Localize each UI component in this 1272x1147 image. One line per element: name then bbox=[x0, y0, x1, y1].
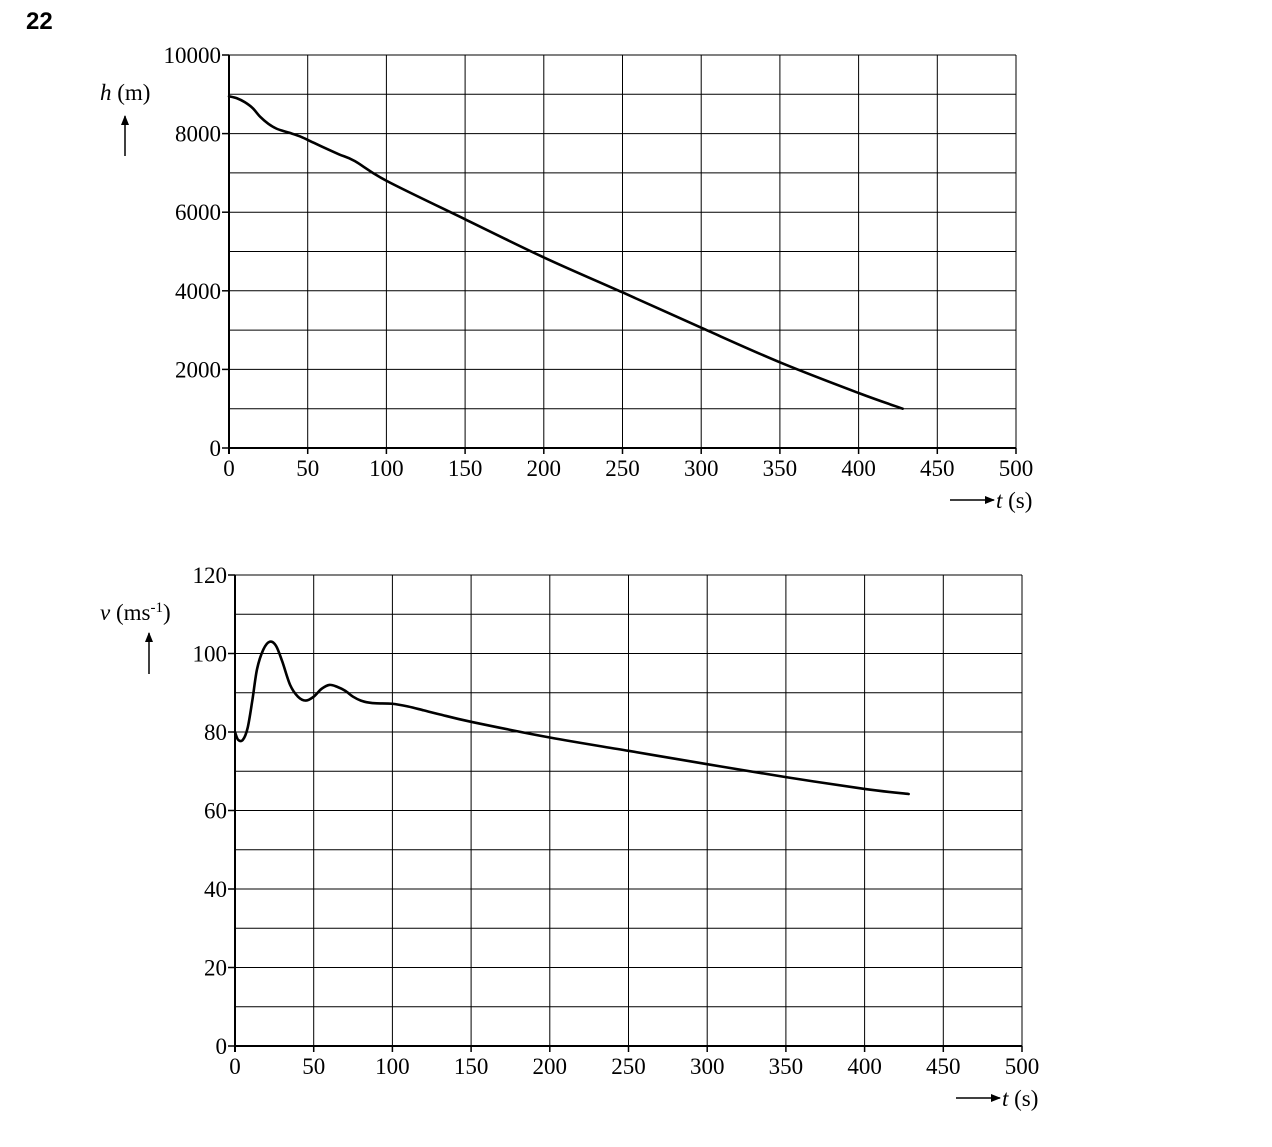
y-tick-label: 8000 bbox=[175, 122, 221, 147]
chart-1: 0 2000 4000 6000 8000 10000 0 50 100 150 200 250 300… bbox=[100, 43, 1033, 513]
x-axis-unit: (s) bbox=[1002, 488, 1032, 513]
x-tick-label: 500 bbox=[999, 456, 1034, 481]
x-tick-label: 200 bbox=[533, 1054, 568, 1079]
x-axis-variable: t bbox=[996, 488, 1003, 513]
y-tick-label: 4000 bbox=[175, 279, 221, 304]
x-tick-label: 100 bbox=[369, 456, 404, 481]
series-line-1 bbox=[233, 640, 910, 796]
question-number: 22 bbox=[26, 8, 53, 35]
x-tick-label: 300 bbox=[690, 1054, 725, 1079]
y-tick-label: 20 bbox=[204, 956, 227, 981]
y-tick-label: 120 bbox=[193, 563, 228, 588]
y-tick-label: 40 bbox=[204, 877, 227, 902]
y-axis-unit: (m) bbox=[112, 80, 151, 105]
y-tick-label: 10000 bbox=[164, 43, 222, 68]
y-tick-label: 0 bbox=[210, 436, 222, 461]
y-tick-label: 80 bbox=[204, 720, 227, 745]
x-tick-label: 150 bbox=[454, 1054, 489, 1079]
y-tick-label: 60 bbox=[204, 799, 227, 824]
x-tick-label: 0 bbox=[223, 456, 235, 481]
x-tick-label: 100 bbox=[375, 1054, 410, 1079]
y-axis-unit-close: ) bbox=[163, 600, 171, 625]
y-axis-unit-exponent: -1 bbox=[150, 600, 163, 616]
y-tick-label: 6000 bbox=[175, 200, 221, 225]
series-line-1 bbox=[227, 94, 904, 410]
x-tick-label: 400 bbox=[847, 1054, 882, 1079]
x-tick-label: 450 bbox=[920, 456, 955, 481]
x-tick-label: 250 bbox=[605, 456, 640, 481]
y-axis-label: v (ms-1) bbox=[100, 600, 171, 625]
y-axis-variable: h bbox=[100, 80, 112, 105]
x-tick-label: 0 bbox=[229, 1054, 241, 1079]
x-tick-label: 500 bbox=[1005, 1054, 1040, 1079]
y-axis-unit: (ms bbox=[110, 600, 150, 625]
y-tick-label: 100 bbox=[193, 642, 228, 667]
chart-2: 0 20 40 60 80 100 120 0 50 100 150 200 250 300 350 400 4… bbox=[100, 563, 1039, 1111]
x-tick-label: 350 bbox=[769, 1054, 804, 1079]
x-axis-variable: t bbox=[1002, 1086, 1009, 1111]
x-axis-label: t (s) bbox=[1002, 1086, 1038, 1111]
x-tick-label: 150 bbox=[448, 456, 483, 481]
x-tick-label: 450 bbox=[926, 1054, 961, 1079]
x-tick-label: 250 bbox=[611, 1054, 646, 1079]
x-axis-label: t (s) bbox=[996, 488, 1032, 513]
x-tick-label: 350 bbox=[763, 456, 798, 481]
y-axis-variable: v bbox=[100, 600, 111, 625]
y-tick-label: 0 bbox=[216, 1034, 228, 1059]
x-axis-unit: (s) bbox=[1008, 1086, 1038, 1111]
y-axis-label: h (m) bbox=[100, 80, 150, 105]
x-tick-label: 50 bbox=[296, 456, 319, 481]
y-tick-label: 2000 bbox=[175, 357, 221, 382]
x-tick-label: 300 bbox=[684, 456, 719, 481]
x-tick-label: 400 bbox=[841, 456, 876, 481]
x-tick-label: 50 bbox=[302, 1054, 325, 1079]
x-tick-label: 200 bbox=[527, 456, 562, 481]
